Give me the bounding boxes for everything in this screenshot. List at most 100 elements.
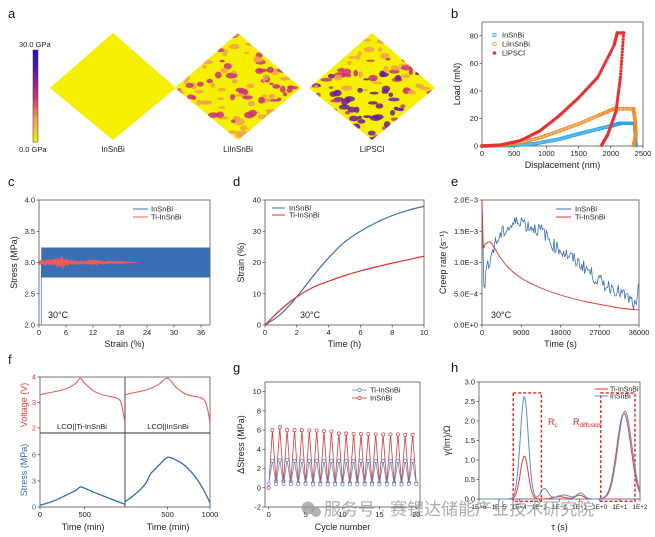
surface-patch — [137, 58, 146, 66]
temperature-annotation: 30°C — [491, 310, 512, 320]
y-tick-label: 60 — [470, 59, 478, 68]
x-tick-label: 36000 — [629, 328, 650, 337]
y-tick-label: 8 — [257, 406, 261, 415]
data-point — [351, 458, 356, 463]
surface-patch — [340, 127, 350, 134]
y-axis-label: Voltage (V) — [19, 383, 29, 428]
surface-patch — [412, 131, 423, 137]
surface-patch — [319, 135, 326, 138]
x-tick-label: 0 — [480, 149, 484, 158]
surface-patch — [329, 124, 336, 131]
surface-patch — [89, 74, 101, 78]
data-point — [561, 136, 565, 140]
surface-patch — [290, 118, 297, 121]
surface-patch — [157, 102, 168, 108]
data-point — [627, 121, 632, 126]
surface-patch — [192, 123, 202, 130]
surface-patch — [151, 112, 163, 115]
data-point — [585, 130, 589, 134]
surface-patch — [394, 74, 402, 81]
surface-patch — [426, 90, 435, 95]
subplot-label: LCO||InSnBi — [147, 422, 189, 431]
data-point — [546, 139, 550, 143]
surface-patch — [331, 51, 340, 57]
surface-patch — [154, 47, 166, 55]
y-tick-label: 2.0 — [25, 321, 35, 330]
surface-patch — [217, 97, 225, 101]
surface-map-LiPSCl: LiPSCl — [309, 33, 435, 154]
surface-patch — [62, 116, 69, 119]
surface-patch — [381, 85, 391, 92]
surface-patch — [154, 118, 166, 124]
data-point — [274, 481, 279, 486]
surface-patch — [357, 119, 366, 124]
data-point — [574, 132, 578, 137]
surface-patch — [80, 97, 85, 101]
data-point — [614, 107, 618, 111]
data-point — [351, 431, 356, 436]
data-point — [406, 481, 411, 486]
surface-patch — [181, 74, 190, 81]
panel-b: 0 500 1000 1500 2000 2500 0 20 40 60 80 Displacemen… — [452, 21, 651, 170]
surface-patch — [243, 51, 250, 55]
surface-patch — [237, 93, 245, 97]
surface-patch — [363, 46, 375, 53]
surface-patch — [225, 72, 238, 79]
x-tick-label: 18000 — [550, 328, 571, 337]
surface-patch — [58, 113, 67, 120]
surface-patch — [327, 73, 335, 79]
surface-patch — [326, 47, 331, 51]
data-point — [618, 75, 623, 79]
surface-patch — [122, 67, 127, 73]
data-point — [617, 82, 622, 87]
surface-patch — [363, 115, 372, 119]
surface-patch — [415, 108, 427, 116]
series-Ti-InSnBi-line — [264, 255, 425, 326]
data-point — [336, 431, 341, 436]
surface-patch — [145, 107, 154, 111]
surface-patch — [358, 71, 363, 78]
data-point — [617, 87, 621, 92]
surface-patch — [353, 69, 359, 77]
surface-patch — [325, 110, 330, 116]
surface-patch — [228, 130, 238, 134]
data-point — [288, 481, 293, 486]
surface-patch — [426, 98, 431, 102]
y-tick-label: 1.5 — [465, 436, 475, 445]
surface-patch — [369, 91, 379, 95]
data-point — [629, 121, 634, 126]
surface-patch — [275, 42, 281, 48]
surface-patch — [53, 109, 62, 116]
y-tick-label: 20 — [253, 258, 261, 267]
subplot-label: LCO||Ti-InSnBi — [57, 422, 107, 431]
y-tick-label: 0.5 — [465, 475, 475, 484]
surface-patch — [367, 136, 379, 140]
surface-patch — [309, 112, 314, 116]
surface-patch — [107, 33, 118, 39]
surface-patch — [192, 47, 199, 51]
surface-patch — [64, 82, 73, 86]
surface-patch — [216, 129, 221, 135]
surface-patch — [321, 52, 330, 57]
data-point — [322, 458, 326, 463]
surface-patch — [227, 33, 235, 38]
surface-patch — [94, 41, 101, 44]
data-point — [572, 133, 576, 137]
x-tick-label: 0 — [480, 328, 484, 337]
surface-patch — [253, 43, 265, 46]
surface-patch — [373, 134, 380, 140]
surface-patch — [65, 66, 72, 70]
y-tick-label: 0 — [257, 483, 261, 492]
y-axis-label: Stress (MPa) — [19, 444, 29, 497]
surface-patch — [87, 106, 99, 109]
surface-patch — [382, 138, 389, 140]
surface-patch — [170, 79, 176, 84]
x-tick-label: 1500 — [570, 149, 587, 158]
x-tick-label: 9000 — [513, 328, 530, 337]
surface-patch — [102, 132, 110, 138]
surface-patch — [262, 129, 267, 135]
panel-label: g — [233, 360, 240, 375]
data-point — [588, 129, 593, 133]
data-point — [619, 66, 623, 70]
surface-patch — [63, 108, 69, 114]
